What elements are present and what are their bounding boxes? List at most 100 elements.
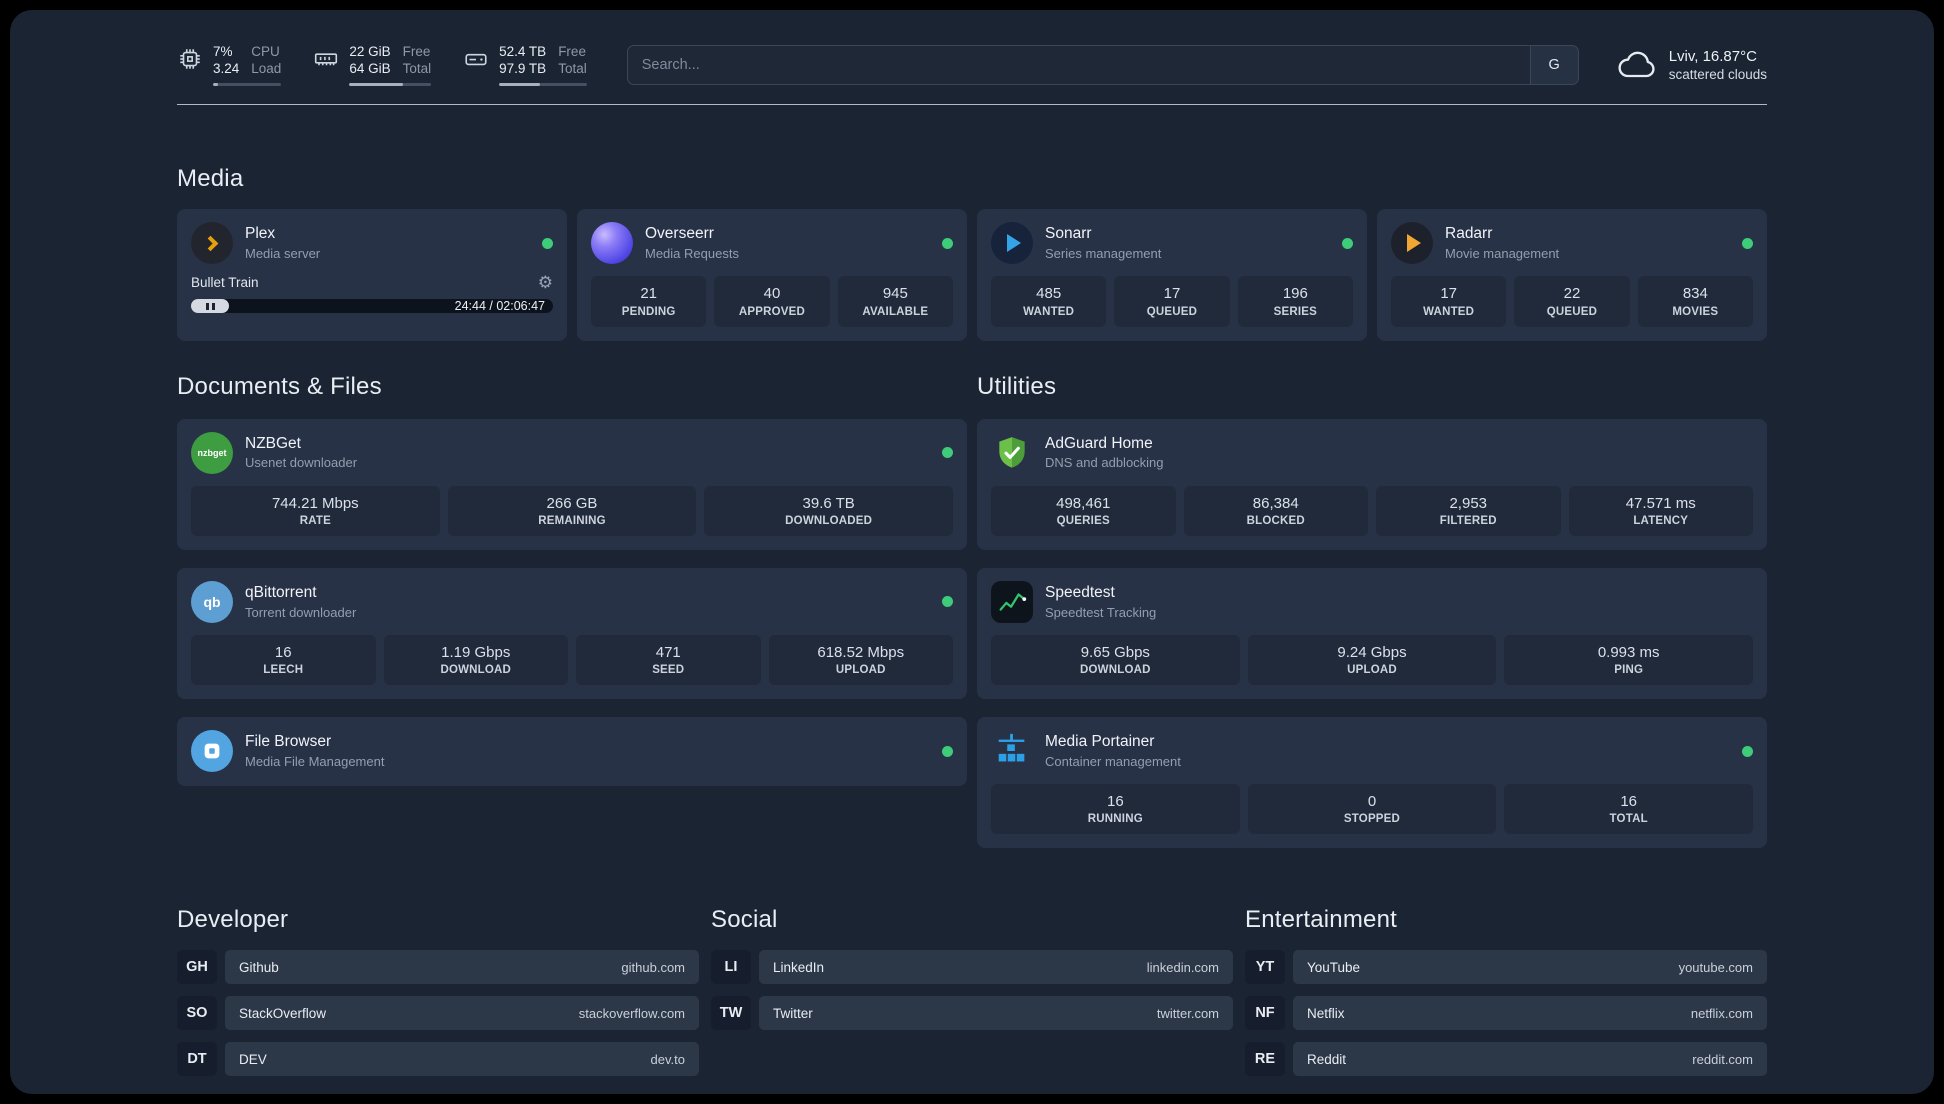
app-card-plex[interactable]: Plex Media server Bullet Train ⚙ 24:44 /… <box>177 209 567 341</box>
bookmark-name: LinkedIn <box>773 959 825 975</box>
bookmark-dev[interactable]: DT DEV dev.to <box>177 1042 699 1077</box>
disk-label-bottom: Total <box>558 60 587 76</box>
bookmark-url: dev.to <box>650 1051 685 1067</box>
bookmark-name: StackOverflow <box>239 1005 327 1021</box>
stat-tile: 744.21 Mbps RATE <box>191 485 440 536</box>
playback-progress-bar[interactable]: 24:44 / 02:06:47 <box>191 299 553 314</box>
stat-tile: 16 LEECH <box>191 634 376 685</box>
app-card-qbittorrent[interactable]: qb qBittorrent Torrent downloader 16 LEE… <box>177 567 967 699</box>
app-card-overseerr[interactable]: Overseerr Media Requests 21 PENDING 40 A… <box>577 209 967 341</box>
section-title-utilities: Utilities <box>977 372 1057 400</box>
stat-tile: 834 MOVIES <box>1637 276 1753 327</box>
disk-label-top: Free <box>558 44 586 59</box>
stat-tile: 16 RUNNING <box>991 784 1240 835</box>
cpu-chip-icon <box>180 49 200 69</box>
bookmark-group-developer: Developer GH Github github.com SO StackO… <box>177 906 699 1088</box>
bookmark-stackoverflow[interactable]: SO StackOverflow stackoverflow.com <box>177 996 699 1031</box>
app-subtitle: Torrent downloader <box>245 604 357 620</box>
stat-tile: 40 APPROVED <box>714 276 830 327</box>
stat-tile: 0 STOPPED <box>1247 784 1497 835</box>
app-card-nzbget[interactable]: nzbget NZBGet Usenet downloader 744.21 M… <box>177 418 967 550</box>
app-name: Speedtest <box>1045 583 1115 601</box>
radarr-icon <box>1391 222 1433 265</box>
gear-icon[interactable]: ⚙ <box>537 273 553 293</box>
app-card-radarr[interactable]: Radarr Movie management 17 WANTED 22 QUE… <box>1377 209 1767 341</box>
speedtest-icon <box>991 580 1033 623</box>
bookmark-url: github.com <box>621 959 685 975</box>
bookmark-abbr: LI <box>711 950 751 985</box>
status-dot <box>1342 237 1353 249</box>
memory-free-value: 22 GiB <box>349 44 391 59</box>
bookmark-netflix[interactable]: NF Netflix netflix.com <box>1245 996 1767 1031</box>
app-name: Plex <box>245 225 276 243</box>
app-card-sonarr[interactable]: Sonarr Series management 485 WANTED 17 Q… <box>977 209 1367 341</box>
cpu-load-value: 3.24 <box>213 60 240 76</box>
cpu-widget[interactable]: 7% 3.24 CPU Load <box>177 44 282 87</box>
stat-tile: 9.24 Gbps UPLOAD <box>1247 634 1497 685</box>
media-cards: Plex Media server Bullet Train ⚙ 24:44 /… <box>177 209 1767 341</box>
weather-condition: scattered clouds <box>1668 67 1767 83</box>
nzbget-icon: nzbget <box>191 431 233 474</box>
app-name: NZBGet <box>245 434 301 452</box>
memory-label-bottom: Total <box>402 60 432 76</box>
disk-free-value: 52.4 TB <box>499 44 547 59</box>
bookmark-url: netflix.com <box>1690 1005 1753 1021</box>
bookmark-name: Netflix <box>1307 1005 1345 1021</box>
status-dot <box>942 447 953 458</box>
bookmark-url: linkedin.com <box>1146 959 1219 975</box>
bookmark-group-entertainment: Entertainment YT YouTube youtube.com NF … <box>1245 906 1767 1088</box>
memory-total-value: 64 GiB <box>349 60 391 76</box>
cloud-icon <box>1618 51 1655 78</box>
app-card-adguard[interactable]: AdGuard Home DNS and adblocking 498,461 … <box>977 418 1767 550</box>
bookmark-reddit[interactable]: RE Reddit reddit.com <box>1245 1042 1767 1077</box>
top-bar: 7% 3.24 CPU Load <box>177 44 1767 87</box>
bookmark-abbr: TW <box>711 996 751 1031</box>
stat-tile: 47.571 ms LATENCY <box>1568 485 1753 536</box>
section-title-developer: Developer <box>177 906 289 934</box>
status-dot <box>1742 745 1753 757</box>
bookmark-abbr: YT <box>1245 950 1285 985</box>
app-subtitle: Media File Management <box>245 753 385 769</box>
app-name: Media Portainer <box>1045 733 1155 751</box>
bookmark-abbr: NF <box>1245 996 1285 1031</box>
app-card-portainer[interactable]: Media Portainer Container management 16 … <box>977 717 1767 849</box>
pause-icon[interactable] <box>191 299 229 314</box>
status-dot <box>942 745 953 757</box>
stat-tile: 485 WANTED <box>991 276 1107 327</box>
app-subtitle: Media server <box>245 246 321 262</box>
portainer-icon <box>991 730 1033 772</box>
qbittorrent-icon: qb <box>191 580 233 623</box>
app-subtitle: Media Requests <box>645 246 739 262</box>
search-input[interactable] <box>627 46 1530 85</box>
memory-label-top: Free <box>402 44 431 59</box>
bookmark-linkedin[interactable]: LI LinkedIn linkedin.com <box>711 950 1233 985</box>
memory-widget[interactable]: 22 GiB 64 GiB Free Total <box>313 44 432 87</box>
app-name: Overseerr <box>645 225 714 243</box>
app-subtitle: Speedtest Tracking <box>1045 604 1157 620</box>
overseerr-icon <box>591 222 633 265</box>
bookmark-name: Github <box>239 959 279 975</box>
stat-tile: 17 QUEUED <box>1114 276 1230 327</box>
app-card-filebrowser[interactable]: File Browser Media File Management <box>177 717 967 786</box>
now-playing-title: Bullet Train <box>191 275 259 291</box>
dashboard: 7% 3.24 CPU Load <box>10 10 1934 1094</box>
stat-tile: 0.993 ms PING <box>1504 634 1753 685</box>
status-dot <box>942 237 953 249</box>
app-name: Sonarr <box>1045 225 1092 243</box>
disk-total-value: 97.9 TB <box>499 60 547 76</box>
bookmark-youtube[interactable]: YT YouTube youtube.com <box>1245 950 1767 985</box>
disk-widget[interactable]: 52.4 TB 97.9 TB Free Total <box>463 44 587 87</box>
bookmark-url: twitter.com <box>1156 1005 1219 1021</box>
search-engine-button[interactable]: G <box>1529 46 1578 85</box>
app-card-speedtest[interactable]: Speedtest Speedtest Tracking 9.65 Gbps D… <box>977 567 1767 699</box>
bookmark-twitter[interactable]: TW Twitter twitter.com <box>711 996 1233 1031</box>
bookmark-github[interactable]: GH Github github.com <box>177 950 699 985</box>
weather-widget[interactable]: Lviv, 16.87°C scattered clouds <box>1615 47 1767 84</box>
stat-tile: 16 TOTAL <box>1504 784 1753 835</box>
cpu-label-bottom: Load <box>251 60 282 76</box>
app-subtitle: DNS and adblocking <box>1045 455 1164 471</box>
stat-tile: 17 WANTED <box>1391 276 1507 327</box>
status-dot <box>942 596 953 608</box>
hard-drive-icon <box>465 53 487 66</box>
section-title-entertainment: Entertainment <box>1245 906 1398 934</box>
